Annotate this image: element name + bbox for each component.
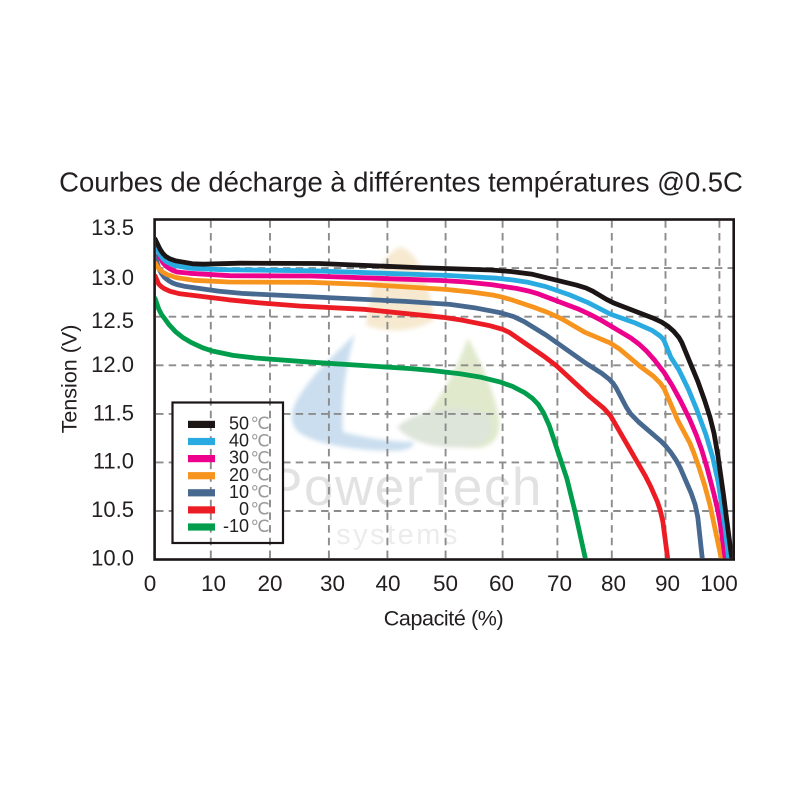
svg-text:℃: ℃ [251,414,270,433]
svg-text:0: 0 [239,499,249,519]
svg-text:50: 50 [433,571,458,596]
svg-text:℃: ℃ [251,483,270,502]
svg-text:13.0: 13.0 [91,265,134,290]
svg-text:20: 20 [229,465,249,485]
svg-text:40: 40 [229,431,249,451]
svg-text:℃: ℃ [251,431,270,450]
svg-text:30: 30 [320,571,345,596]
svg-text:70: 70 [547,571,572,596]
svg-text:Capacité (%): Capacité (%) [384,607,503,631]
svg-text:10.0: 10.0 [91,546,134,571]
svg-text:11.5: 11.5 [93,400,134,425]
svg-text:℃: ℃ [251,517,270,536]
svg-text:℃: ℃ [251,500,270,519]
svg-text:12.0: 12.0 [91,352,134,377]
svg-text:℃: ℃ [251,466,270,485]
svg-text:Tension (V): Tension (V) [57,325,81,434]
svg-text:PowerTech: PowerTech [267,458,543,517]
svg-text:10: 10 [201,571,226,596]
svg-text:℃: ℃ [251,448,270,467]
svg-text:40: 40 [375,571,400,596]
svg-text:20: 20 [257,571,282,596]
svg-text:13.5: 13.5 [91,215,134,240]
svg-text:10: 10 [229,482,249,502]
svg-text:10.5: 10.5 [91,497,134,522]
svg-text:90: 90 [655,571,680,596]
svg-text:11.0: 11.0 [93,449,134,474]
svg-text:systems: systems [336,519,460,551]
svg-text:50: 50 [229,414,249,434]
svg-text:100: 100 [700,571,738,596]
svg-text:60: 60 [489,571,514,596]
svg-text:-10: -10 [223,516,249,536]
svg-text:Courbes de décharge à différen: Courbes de décharge à différentes tempér… [59,167,743,198]
svg-text:0: 0 [144,571,157,596]
svg-text:80: 80 [601,571,626,596]
svg-text:12.5: 12.5 [91,308,134,333]
svg-text:30: 30 [229,448,249,468]
